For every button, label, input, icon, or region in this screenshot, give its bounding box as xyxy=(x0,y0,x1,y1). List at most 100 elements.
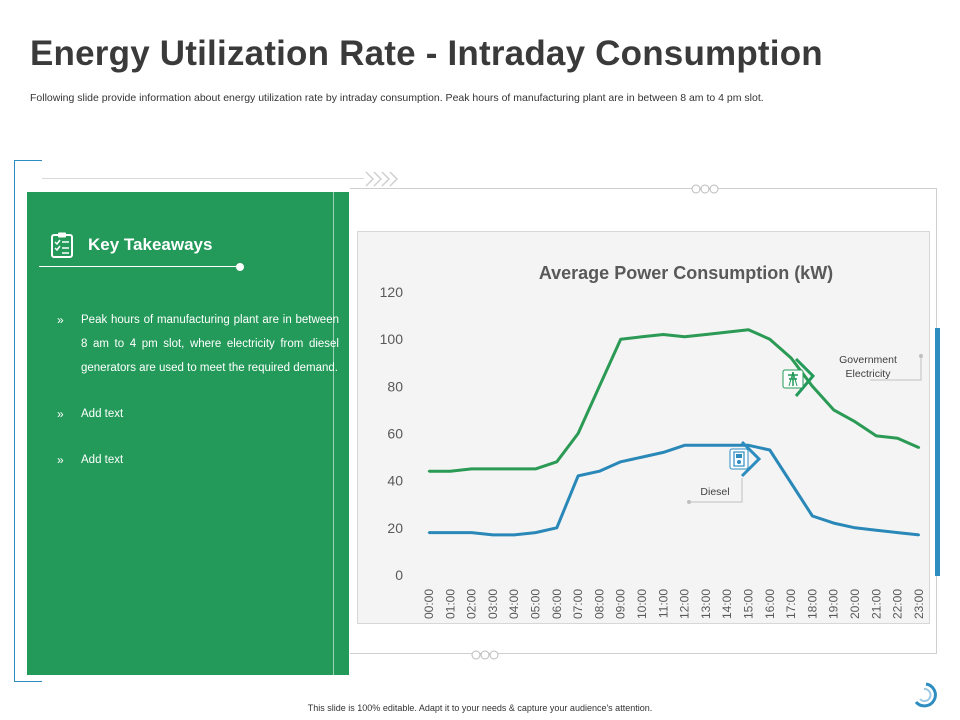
takeaway-item: » Peak hours of manufacturing plant are … xyxy=(57,308,339,380)
y-tick-label: 40 xyxy=(387,473,403,489)
dots-decoration-bottom xyxy=(471,650,499,660)
brand-logo-icon xyxy=(914,682,937,708)
diesel-line-point xyxy=(534,531,537,534)
takeaways-underline-dot xyxy=(236,263,244,271)
gov-electricity-line-point xyxy=(427,470,431,473)
bullet-mark: » xyxy=(57,453,64,467)
diesel-line-point xyxy=(619,460,622,463)
gov-electricity-label-line2: Electricity xyxy=(846,368,892,380)
y-tick-label: 20 xyxy=(387,520,403,536)
x-tick-label: 14:00 xyxy=(720,589,734,619)
bullet-mark: » xyxy=(57,313,64,327)
diesel-line-point xyxy=(513,533,516,537)
gov-electricity-line-point xyxy=(917,446,921,449)
takeaway-text: Add text xyxy=(81,408,124,420)
diesel-line-point xyxy=(832,521,835,525)
diesel-line-point xyxy=(470,531,473,534)
x-tick-label: 08:00 xyxy=(592,589,606,619)
gov-electricity-line-point xyxy=(513,467,516,471)
gov-electricity-line-point xyxy=(576,432,580,435)
x-tick-label: 04:00 xyxy=(507,589,521,619)
diesel-line-point xyxy=(789,481,793,485)
x-tick-label: 10:00 xyxy=(635,589,649,619)
y-tick-label: 60 xyxy=(387,426,403,442)
bullet-mark: » xyxy=(57,407,64,421)
gov-electricity-line-point xyxy=(598,385,601,388)
takeaways-list: » Peak hours of manufacturing plant are … xyxy=(57,308,339,494)
diesel-line-point xyxy=(683,444,686,447)
right-accent-bar xyxy=(935,328,940,576)
diesel-label: Diesel xyxy=(700,486,729,498)
takeaway-item: » Add text xyxy=(57,448,339,472)
gov-electricity-line-point xyxy=(704,333,708,336)
diesel-line-point xyxy=(427,531,431,534)
x-tick-label: 16:00 xyxy=(763,589,777,619)
diesel-line-point xyxy=(917,533,921,537)
gov-electricity-line-point xyxy=(768,338,771,341)
gov-electricity-line-point xyxy=(534,467,537,471)
fuel-pump-icon xyxy=(729,448,749,470)
diesel-line-point xyxy=(640,455,644,459)
diesel-line-point xyxy=(896,531,899,534)
checklist-icon xyxy=(51,232,73,258)
gov-electricity-line-point xyxy=(875,434,878,438)
takeaways-underline xyxy=(39,266,239,267)
gov-electricity-callout: Government Electricity xyxy=(782,354,923,397)
gov-electricity-line-point xyxy=(555,460,558,463)
diesel-line xyxy=(429,443,920,537)
diesel-line-point xyxy=(875,529,878,532)
chart-title: Average Power Consumption (kW) xyxy=(539,263,833,283)
gov-electricity-label-line1: Government xyxy=(839,354,897,366)
diesel-line-point xyxy=(811,514,814,518)
dots-decoration-top xyxy=(691,184,719,194)
x-tick-label: 12:00 xyxy=(678,589,692,619)
diesel-line-point xyxy=(598,470,601,473)
x-tick-label: 18:00 xyxy=(805,589,819,619)
x-tick-label: 03:00 xyxy=(486,589,500,619)
gov-electricity-line-point xyxy=(853,420,857,423)
y-tick-label: 0 xyxy=(395,567,403,583)
gov-electricity-line-point xyxy=(726,330,729,334)
slide-title: Energy Utilization Rate - Intraday Consu… xyxy=(30,34,823,73)
gov-electricity-line-point xyxy=(619,338,622,341)
gov-electricity-line-point xyxy=(449,470,452,473)
gov-electricity-line-point xyxy=(747,328,750,331)
x-tick-label: 23:00 xyxy=(912,589,926,619)
top-divider-line xyxy=(42,178,364,179)
x-tick-label: 00:00 xyxy=(422,589,436,619)
x-tick-label: 07:00 xyxy=(571,589,585,619)
takeaway-text: Peak hours of manufacturing plant are in… xyxy=(81,314,339,374)
diesel-line-point xyxy=(576,474,580,478)
x-tick-label: 02:00 xyxy=(465,589,479,619)
diesel-callout: Diesel xyxy=(687,440,762,504)
key-takeaways-title: Key Takeaways xyxy=(88,235,213,254)
diesel-line-point xyxy=(853,526,857,529)
diesel-line-point xyxy=(768,448,771,452)
x-tick-label: 01:00 xyxy=(443,589,457,619)
diesel-line-point xyxy=(704,444,708,447)
x-tick-label: 21:00 xyxy=(869,589,883,619)
x-tick-label: 15:00 xyxy=(742,589,756,619)
key-takeaways-panel: Key Takeaways » Peak hours of manufactur… xyxy=(27,192,349,675)
takeaway-text: Add text xyxy=(81,454,124,466)
power-consumption-chart: Average Power Consumption (kW) 0 20 40 60 80… xyxy=(380,263,926,619)
x-tick-label: 13:00 xyxy=(699,589,713,619)
x-tick-label: 11:00 xyxy=(656,589,670,618)
gov-electricity-line xyxy=(429,328,920,473)
diesel-line-point xyxy=(726,444,729,447)
x-tick-label: 20:00 xyxy=(848,589,862,619)
diesel-line-point xyxy=(491,533,495,537)
gov-electricity-line-point xyxy=(811,385,814,388)
x-tick-label: 06:00 xyxy=(550,589,564,619)
left-bracket-decoration xyxy=(14,160,42,682)
gov-electricity-line-point xyxy=(662,333,665,336)
slide-subtitle: Following slide provide information abou… xyxy=(30,92,764,104)
gov-electricity-line-point xyxy=(491,467,495,471)
gov-electricity-line-point xyxy=(470,467,473,471)
panel-divider xyxy=(333,192,334,675)
gov-electricity-line-point xyxy=(896,437,899,440)
diesel-line-point xyxy=(662,451,665,454)
gov-electricity-line-point xyxy=(789,356,793,360)
y-tick-label: 80 xyxy=(387,378,403,394)
gov-electricity-line-point xyxy=(640,335,644,338)
